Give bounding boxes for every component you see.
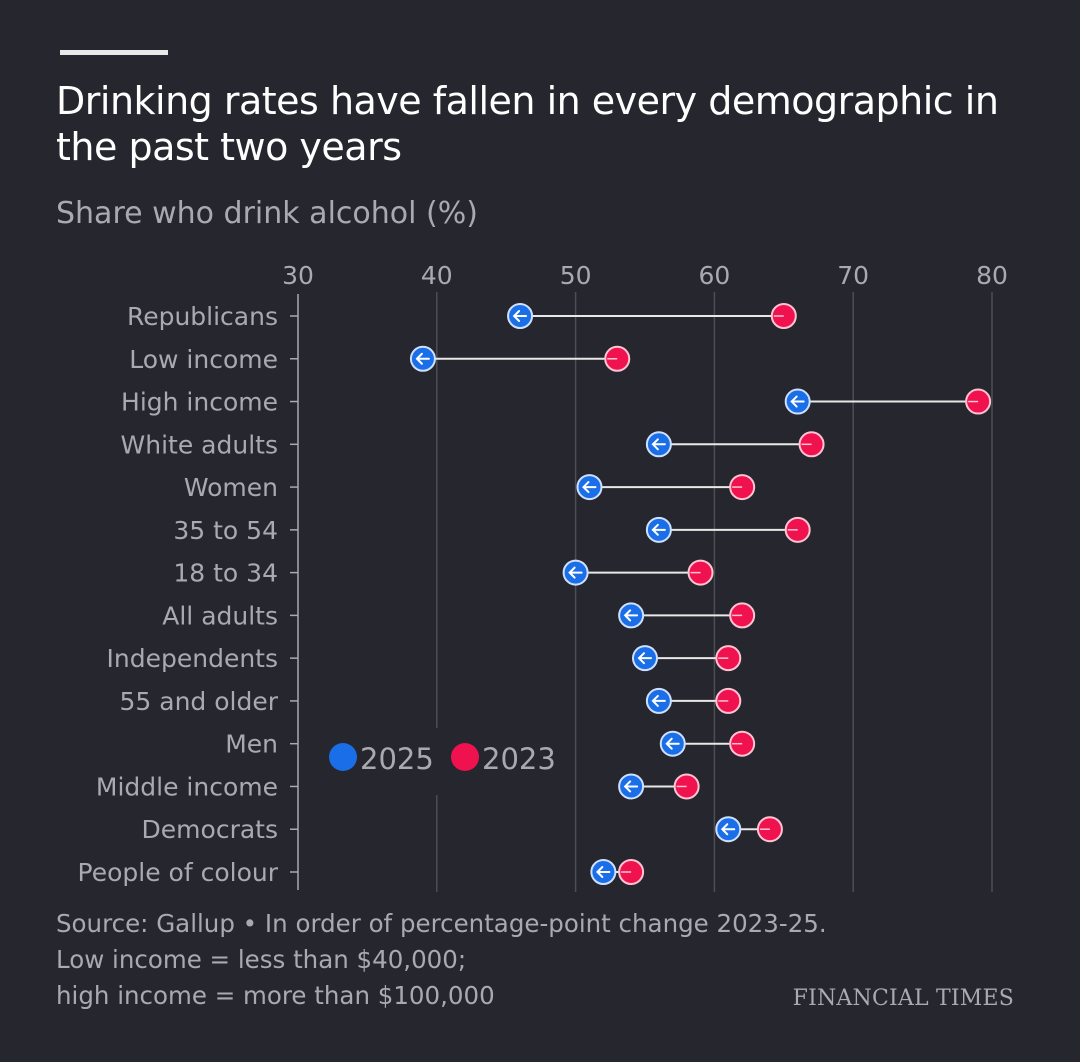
marker-2025 bbox=[507, 303, 534, 329]
arrow-left-icon bbox=[582, 481, 597, 494]
arrow-left-icon bbox=[651, 694, 666, 707]
arrow-left-icon bbox=[623, 780, 639, 793]
source-note: Source: Gallup • In order of percentage-… bbox=[56, 906, 827, 1014]
chart-title: Drinking rates have fallen in every demo… bbox=[56, 79, 999, 169]
legend-dot-2023 bbox=[451, 743, 479, 771]
x-tick-label: 70 bbox=[837, 261, 869, 290]
category-label: Republicans bbox=[127, 302, 278, 331]
x-tick-label: 50 bbox=[560, 261, 592, 290]
arrow-left-icon bbox=[415, 352, 430, 365]
category-label: 55 and older bbox=[119, 687, 278, 716]
marker-2025 bbox=[645, 687, 672, 714]
category-label: Men bbox=[225, 730, 278, 759]
category-label: Independents bbox=[107, 644, 278, 673]
marker-2025 bbox=[590, 859, 617, 885]
category-label: People of colour bbox=[78, 858, 279, 887]
arrow-left-icon bbox=[595, 866, 611, 878]
arrow-left-icon bbox=[512, 310, 528, 322]
arrow-left-icon bbox=[637, 652, 652, 665]
title-rule bbox=[60, 50, 168, 55]
source-line: Low income = less than $40,000; bbox=[56, 945, 467, 974]
arrow-left-icon bbox=[665, 737, 680, 750]
marker-2025 bbox=[562, 559, 589, 586]
source-line: high income = more than $100,000 bbox=[56, 981, 495, 1010]
legend-dot-2025 bbox=[329, 743, 357, 771]
x-tick-label: 60 bbox=[698, 261, 730, 290]
x-tick-label: 80 bbox=[976, 261, 1008, 290]
category-label: 35 to 54 bbox=[173, 516, 278, 545]
category-label: Democrats bbox=[142, 815, 278, 844]
arrow-left-icon bbox=[623, 609, 639, 622]
chart-subtitle: Share who drink alcohol (%) bbox=[56, 196, 478, 231]
arrow-left-icon bbox=[651, 523, 666, 536]
category-label: White adults bbox=[121, 430, 278, 459]
marker-2025 bbox=[618, 602, 645, 629]
marker-2025 bbox=[645, 431, 672, 458]
category-label: All adults bbox=[162, 601, 278, 630]
legend-label-2025: 2025 bbox=[360, 742, 434, 776]
marker-2025 bbox=[409, 345, 436, 372]
arrow-left-icon bbox=[568, 566, 583, 579]
marker-2025 bbox=[576, 474, 603, 501]
category-label: 18 to 34 bbox=[173, 559, 278, 588]
category-label: Middle income bbox=[96, 772, 278, 801]
arrow-left-icon bbox=[720, 823, 736, 836]
category-label: Women bbox=[184, 473, 278, 502]
marker-2025 bbox=[715, 816, 742, 843]
marker-2025 bbox=[659, 730, 686, 757]
x-tick-label: 40 bbox=[421, 261, 453, 290]
category-label: High income bbox=[121, 388, 278, 417]
legend-label-2023: 2023 bbox=[482, 742, 556, 776]
marker-2025 bbox=[645, 516, 672, 543]
x-tick-label: 30 bbox=[282, 261, 314, 290]
marker-2025 bbox=[618, 773, 645, 800]
ft-logo: FINANCIAL TIMES bbox=[792, 986, 1014, 1011]
source-line: Source: Gallup • In order of percentage-… bbox=[56, 909, 827, 938]
category-label: Low income bbox=[129, 345, 278, 374]
arrow-left-icon bbox=[651, 438, 666, 451]
marker-2025 bbox=[784, 388, 811, 415]
arrow-left-icon bbox=[790, 395, 805, 408]
marker-2025 bbox=[632, 645, 658, 672]
